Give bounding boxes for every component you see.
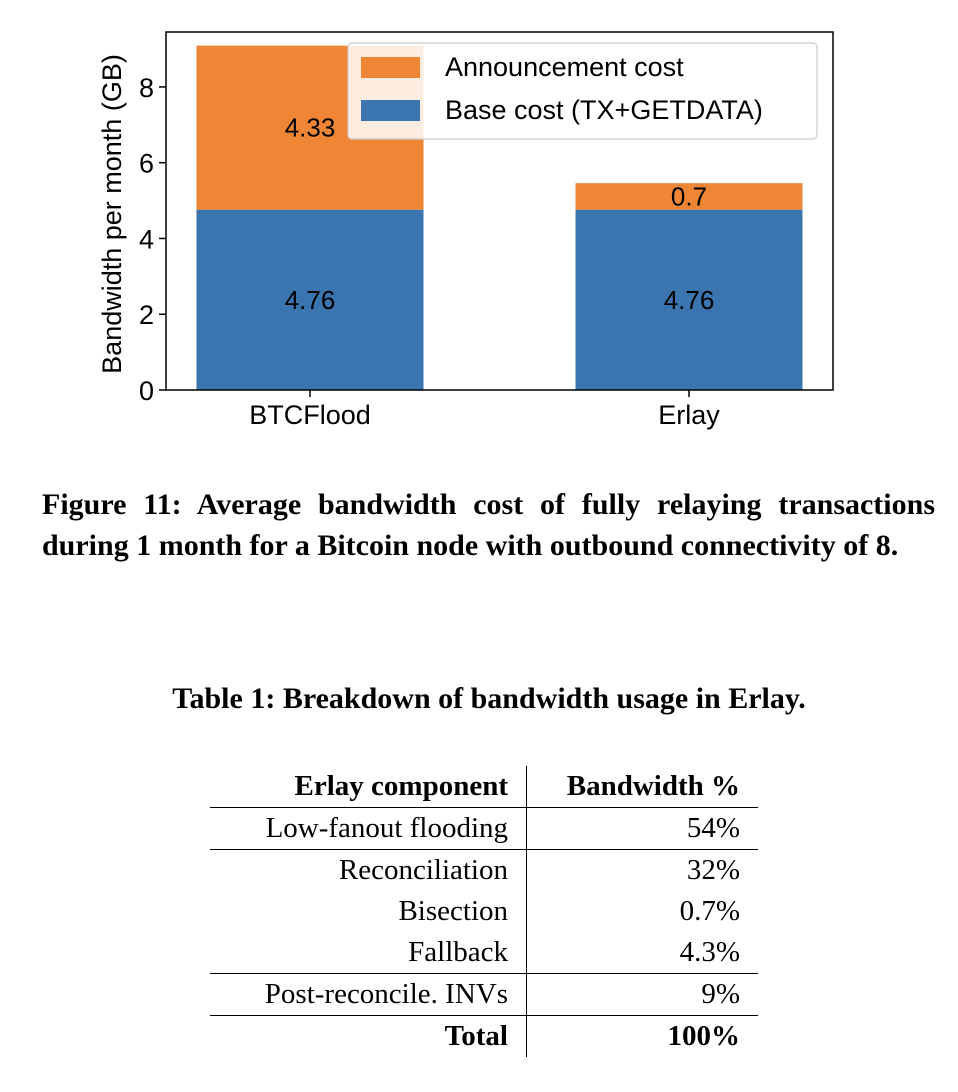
legend: Announcement cost Base cost (TX+GETDATA) <box>347 42 818 140</box>
y-tick-label: 2 <box>139 300 154 330</box>
table-row: Bisection 0.7% <box>210 891 758 932</box>
bar-base-erlay <box>575 209 803 390</box>
x-tick-label: Erlay <box>658 400 720 430</box>
bar-labels-group: 4.76 4.33 4.76 0.7 <box>285 113 715 315</box>
legend-label: Base cost (TX+GETDATA) <box>445 95 763 125</box>
y-tick-label: 8 <box>139 73 154 103</box>
table-cell-bandwidth: 9% <box>526 973 758 1016</box>
y-tick-label: 0 <box>139 376 154 406</box>
table-cell-bandwidth: 4.3% <box>526 932 758 974</box>
table-header-row: Erlay component Bandwidth % <box>210 766 758 808</box>
table-cell-bandwidth: 0.7% <box>679 895 740 927</box>
y-tick-label: 6 <box>139 149 154 179</box>
data-label: 4.76 <box>285 285 336 315</box>
table-header-component: Erlay component <box>210 766 527 808</box>
table-cell-bandwidth: 100% <box>667 1020 741 1052</box>
y-tick-label: 4 <box>139 224 154 254</box>
data-label: 0.7 <box>671 181 707 211</box>
table-row: Reconciliation 32% <box>210 849 758 891</box>
table-cell-component: Fallback <box>210 932 527 974</box>
y-axis-label: Bandwidth per month (GB) <box>97 54 127 374</box>
table-cell-component: Total <box>210 1015 527 1057</box>
bar-base-btcflood <box>196 209 424 390</box>
x-tick-label: BTCFlood <box>249 400 371 430</box>
table-cell-component: Post-reconcile. INVs <box>210 973 527 1016</box>
data-label: 4.76 <box>664 285 715 315</box>
table-total-row: Total 100% <box>210 1015 758 1057</box>
table-header-bandwidth: Bandwidth % <box>526 766 758 808</box>
legend-swatch <box>361 57 420 78</box>
figure-caption: Figure 11: Average bandwidth cost of ful… <box>42 488 935 562</box>
table-row: Post-reconcile. INVs 9% <box>210 973 758 1016</box>
table-cell-bandwidth: 32% <box>686 854 740 886</box>
table-cell-component: Reconciliation <box>210 849 527 891</box>
legend-swatch <box>361 100 420 121</box>
legend-box <box>347 42 818 140</box>
table-cell-bandwidth: 54% <box>526 807 758 850</box>
table-row: Low-fanout flooding 54% <box>210 807 758 850</box>
table-cell-component: Low-fanout flooding <box>210 807 527 850</box>
data-label: 4.33 <box>285 113 336 143</box>
bar-chart: 4.76 4.33 4.76 0.7 0 2 4 6 8 BTCFlood Erlay Bandwi… <box>97 31 834 430</box>
table-cell-component: Bisection <box>210 891 527 932</box>
table-row: Fallback 4.3% <box>210 932 758 974</box>
legend-label: Announcement cost <box>445 52 684 82</box>
bandwidth-table: Erlay component Bandwidth % Low-fanout f… <box>210 766 758 1057</box>
bar-announcement-erlay <box>575 183 803 210</box>
axes-group: 0 2 4 6 8 BTCFlood Erlay Bandwidth per month (G… <box>97 31 834 430</box>
plot-frame <box>165 31 834 391</box>
table-title: Table 1: Breakdown of bandwidth usage in… <box>172 682 806 715</box>
